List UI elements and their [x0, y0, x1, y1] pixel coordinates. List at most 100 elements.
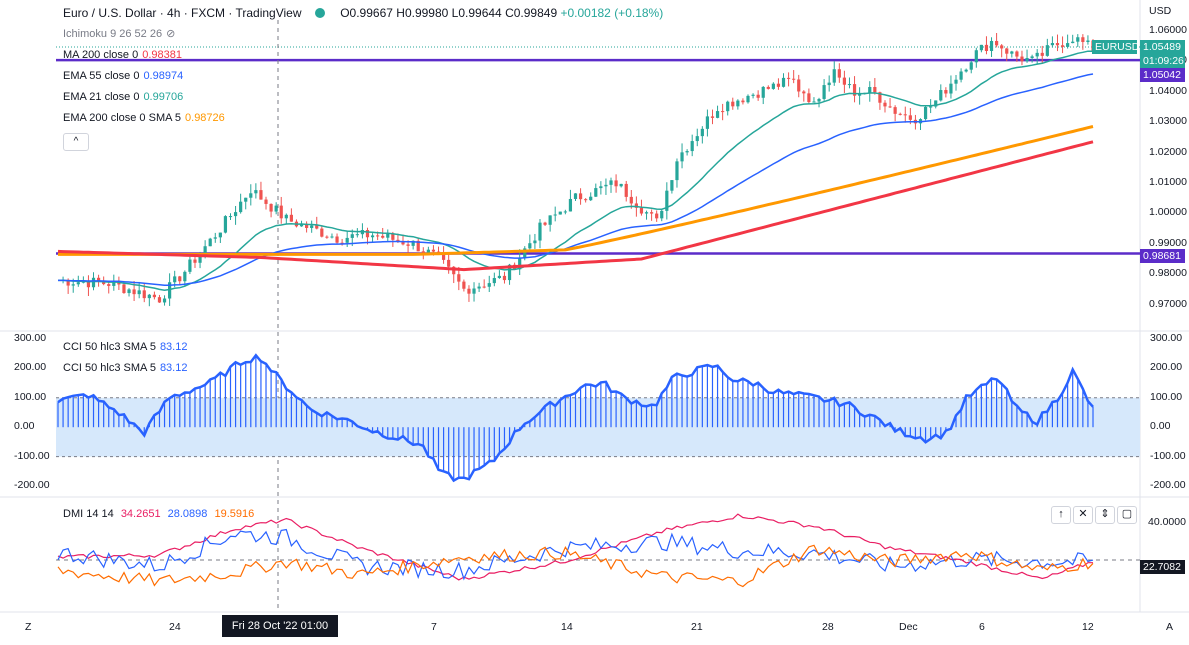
- candle-body: [112, 281, 116, 286]
- candle-body: [903, 114, 907, 116]
- chart-title-row: Euro / U.S. Dollar · 4h · FXCM · Trading…: [63, 6, 663, 20]
- candle-body: [675, 161, 679, 181]
- legend-ema21[interactable]: EMA 21 close 0 0.99706: [63, 91, 184, 103]
- candle-body: [685, 151, 689, 153]
- candle-body: [523, 248, 527, 259]
- symbol-title[interactable]: Euro / U.S. Dollar · 4h · FXCM · Trading…: [63, 6, 302, 20]
- candle-body: [1030, 56, 1034, 58]
- auto-scale-button[interactable]: A: [1166, 621, 1174, 633]
- cci-axis-right-tick: -200.00: [1150, 479, 1186, 491]
- candle-body: [1050, 43, 1055, 46]
- time-axis-tick: 24: [169, 621, 181, 633]
- cci-axis-right-tick: 100.00: [1150, 390, 1183, 403]
- candle-body: [178, 276, 182, 282]
- collapse-pane-button[interactable]: ⇕: [1095, 506, 1115, 524]
- candle-body: [665, 190, 669, 211]
- legend-ichimoku[interactable]: Ichimoku 9 26 52 26 ⊘: [63, 28, 176, 40]
- dmi-value-tag: 22.7082: [1140, 560, 1185, 574]
- dmi-axis-top: 40.0000: [1148, 516, 1186, 528]
- candle-body: [807, 93, 811, 103]
- legend-ema200[interactable]: EMA 200 close 0 SMA 5 0.98726: [63, 112, 225, 124]
- remove-pane-button[interactable]: ✕: [1073, 506, 1093, 524]
- candle-body: [1000, 45, 1004, 49]
- candle-body: [1055, 43, 1060, 46]
- candle-body: [650, 212, 654, 214]
- price-axis-tick: 0.98000: [1149, 267, 1187, 280]
- candle-body: [330, 236, 334, 238]
- zoom-z-button[interactable]: Z: [25, 621, 32, 633]
- candle-body: [1035, 52, 1039, 57]
- candle-body: [188, 259, 192, 272]
- candle-body: [589, 196, 593, 201]
- candle-body: [396, 239, 400, 242]
- adx-line: [57, 544, 1094, 588]
- maximize-pane-button[interactable]: ▢: [1117, 506, 1137, 524]
- candle-body: [705, 116, 710, 129]
- candle-body: [274, 205, 278, 212]
- dmi-minus-line: [57, 528, 1094, 581]
- legend-toggle-button[interactable]: ^: [63, 133, 89, 151]
- candle-body: [609, 180, 613, 185]
- cci-legend: CCI 50 hlc3 SMA 5 83.12 CCI 50 hlc3 SMA 5…: [63, 337, 191, 379]
- indicator-legend: Ichimoku 9 26 52 26 ⊘ MA 200 close 0 0.983…: [63, 24, 229, 129]
- candle-body: [827, 82, 831, 86]
- candle-body: [812, 101, 816, 103]
- candle-body: [655, 213, 659, 219]
- price-axis-tick: 0.99000: [1149, 236, 1187, 249]
- candle-body: [715, 111, 720, 118]
- legend-ma200[interactable]: MA 200 close 0 0.98381: [63, 49, 182, 61]
- candle-body: [837, 69, 841, 78]
- candle-body: [939, 90, 943, 101]
- price-axis-tick: 1.04000: [1149, 84, 1187, 97]
- candle-body: [634, 203, 638, 208]
- cci-axis-left-tick: -100.00: [14, 449, 50, 462]
- dmi-legend[interactable]: DMI 14 14 34.2651 28.0898 19.5916: [63, 508, 255, 520]
- candle-body: [284, 214, 288, 219]
- candle-body: [76, 282, 80, 285]
- candle-body: [259, 190, 263, 200]
- candle-body: [644, 212, 649, 214]
- candle-body: [71, 284, 75, 286]
- candle-body: [447, 259, 451, 267]
- candlestick-series: [61, 32, 1095, 307]
- candle-body: [467, 288, 471, 294]
- cci-axis-left-tick: 200.00: [14, 361, 47, 374]
- candle-body: [979, 44, 983, 51]
- last-price-tag: 1.05489: [1140, 40, 1185, 54]
- candle-body: [847, 84, 852, 86]
- candle-body: [893, 107, 897, 114]
- candle-body: [1066, 43, 1070, 47]
- candle-body: [578, 193, 583, 200]
- candle-body: [1081, 37, 1085, 42]
- ma200-line: [57, 140, 1094, 272]
- move-up-button[interactable]: ↑: [1051, 506, 1071, 524]
- candle-body: [127, 289, 131, 294]
- price-axis-tick: 1.02000: [1149, 145, 1187, 158]
- candle-body: [142, 290, 146, 299]
- candle-body: [873, 87, 877, 93]
- candle-body: [989, 40, 994, 52]
- legend-cci-1[interactable]: CCI 50 hlc3 SMA 5 83.12: [63, 341, 188, 353]
- candle-body: [213, 237, 217, 239]
- candle-body: [584, 199, 588, 201]
- candle-body: [462, 281, 466, 289]
- candle-body: [898, 113, 902, 115]
- candle-body: [96, 277, 101, 282]
- candle-body: [269, 203, 273, 212]
- cci-axis-left-tick: 300.00: [14, 332, 47, 344]
- candle-body: [426, 249, 430, 253]
- currency-label[interactable]: USD: [1149, 5, 1172, 17]
- candle-body: [107, 284, 111, 286]
- candle-body: [776, 83, 781, 87]
- cci-line: [57, 353, 1094, 483]
- candle-body: [629, 196, 633, 204]
- candle-body: [761, 86, 765, 98]
- price-axis-tick: 0.97000: [1149, 297, 1187, 310]
- time-axis-tick: 21: [691, 621, 703, 633]
- legend-ema55[interactable]: EMA 55 close 0 0.98974: [63, 70, 184, 82]
- candle-body: [122, 284, 126, 294]
- candle-body: [350, 234, 354, 238]
- ohlc-open: O0.99667: [340, 6, 393, 20]
- legend-cci-2[interactable]: CCI 50 hlc3 SMA 5 83.12: [63, 362, 188, 374]
